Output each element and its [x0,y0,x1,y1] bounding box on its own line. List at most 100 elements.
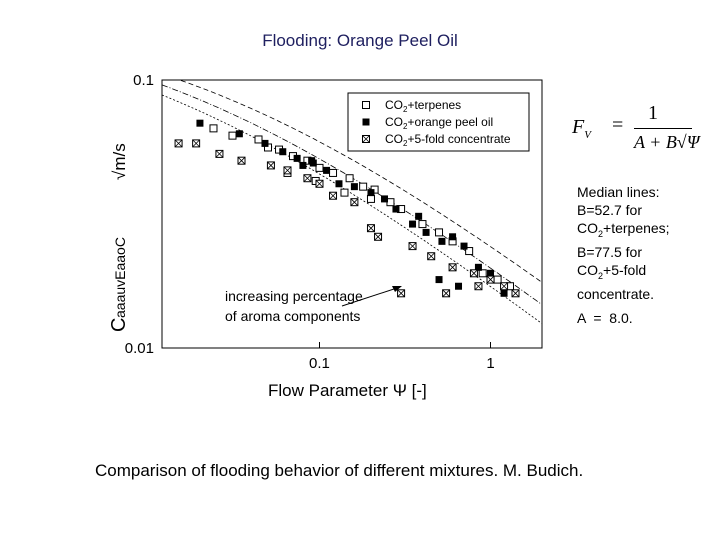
data-point [335,180,343,188]
annotation-line-1: increasing percentage [225,288,363,304]
data-point [367,189,375,197]
data-point [266,161,275,170]
data-point [474,282,483,291]
data-point [350,198,359,207]
data-point [448,263,457,272]
data-point [381,195,389,203]
data-point [261,139,269,147]
data-point [235,130,243,138]
data-point [422,228,430,236]
y-axis-symbol: C [108,318,130,332]
formula-lhs: FV [572,116,591,141]
data-point [474,263,482,271]
y-axis-unit: √m/s [110,143,129,180]
plot-frame [161,79,543,349]
y-axis-label: √m/s aaauvEaaoC C [108,143,130,332]
data-point [469,269,478,278]
legend-marker [362,118,370,126]
y-tick-label: 0.1 [133,72,154,89]
data-point [228,131,237,140]
data-point [455,282,463,290]
data-point [409,220,417,228]
data-point [374,232,383,241]
y-tick-label: 0.01 [125,340,154,357]
legend-label: CO2+orange peel oil [385,115,493,131]
data-point [192,139,201,148]
data-point [350,183,358,191]
x-tick-label: 0.1 [309,355,330,372]
data-point [427,252,436,261]
data-point [209,124,218,133]
data-point [511,289,520,298]
data-point [449,233,457,241]
data-point [315,163,324,172]
data-point [237,156,246,165]
data-point [299,161,307,169]
chart-title: Flooding: Orange Peel Oil [262,31,458,50]
data-point [340,188,349,197]
data-point [293,154,301,162]
a-constant-note: A = 8.0. [577,310,633,326]
flooding-formula: FV = 1 A + B√Ψ [570,100,710,170]
data-point [366,194,375,203]
data-point [487,269,495,277]
data-point [500,282,509,291]
data-point [315,179,324,188]
formula-numerator: 1 [648,102,658,124]
data-point [493,275,502,284]
data-point [500,289,508,297]
median-notes: Median lines: B=52.7 for CO2+terpenes; B… [577,183,717,303]
median-line [180,80,543,283]
formula-denominator: A + B√Ψ [634,132,700,152]
notes-line-1: Median lines: [577,184,660,200]
figure-caption: Comparison of flooding behavior of diffe… [95,461,584,480]
data-point [254,135,263,144]
data-point [435,276,443,284]
data-point [308,157,316,165]
legend-box [347,92,530,152]
data-point [283,166,292,175]
annotation-arrow [341,287,398,307]
data-point [460,242,468,250]
data-point [418,220,427,229]
data-point [174,139,183,148]
formula-equals: = [612,114,624,136]
data-point [438,237,446,245]
median-line [161,94,543,324]
legend-marker [362,101,370,109]
legend-label: CO2+terpenes [385,98,461,114]
data-point [366,224,375,233]
formula-fraction-bar [634,128,692,129]
annotation: increasing percentage of aroma component… [225,286,402,324]
data-point [435,228,444,237]
annotation-arrowhead [392,286,402,292]
data-point [323,166,331,174]
data-point [408,242,417,251]
data-point [359,182,368,191]
legend-marker [362,135,370,143]
notes-line-2: B=52.7 for [577,202,642,218]
data-point [329,191,338,200]
x-tick-label: 1 [486,355,494,372]
data-point [478,269,487,278]
data-point [196,119,204,127]
annotation-line-2: of aroma components [225,308,360,324]
data-point [215,149,224,158]
data-point [465,247,474,256]
notes-line-6: concentrate. [577,285,655,302]
data-point [415,212,423,220]
data-point [392,205,400,213]
notes-line-5: CO2+5-fold [577,261,647,281]
legend-label: CO2+5-fold concentrate [385,132,511,148]
data-point [345,174,354,183]
y-axis-garbled: aaauvEaaoC [112,237,128,318]
notes-line-4: B=77.5 for [577,243,642,260]
data-point [329,168,338,177]
x-axis-label: Flow Parameter Ψ [-] [268,381,427,400]
data-point [442,289,451,298]
data-point [279,148,287,156]
data-point [486,275,495,284]
data-point [303,174,312,183]
